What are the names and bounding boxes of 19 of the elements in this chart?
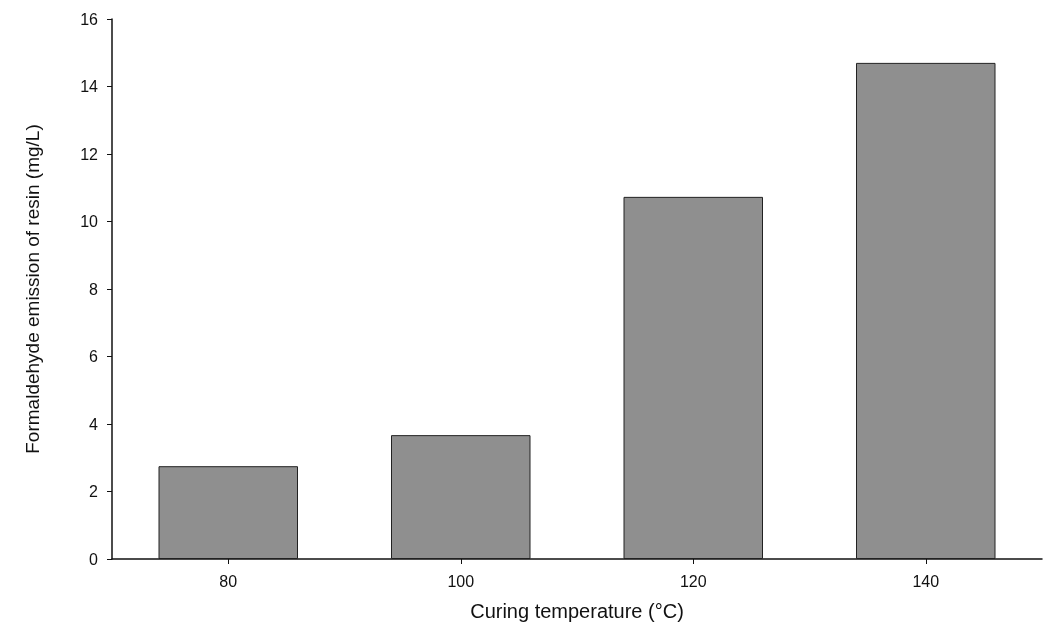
x-axis-title: Curing temperature (°C) [470,600,684,622]
x-tick-label: 80 [219,572,238,590]
bar [856,62,996,559]
y-tick-label: 8 [89,280,99,298]
y-tick-label: 12 [80,145,99,163]
y-tick-label: 6 [89,348,99,365]
x-tick-label: 120 [679,572,707,590]
bar [391,435,531,559]
y-tick-label: 2 [89,483,99,500]
bar [158,466,298,559]
y-tick-label: 16 [80,10,99,28]
x-tick-label: 100 [447,572,475,590]
y-tick-label: 10 [80,213,99,230]
y-tick-label: 14 [80,78,99,95]
y-axis-title: Formaldehyde emission of resin (mg/L) [22,124,43,454]
y-tick-label: 4 [89,415,99,433]
bar [623,196,763,559]
y-tick-label: 0 [89,550,99,568]
x-tick-label: 140 [912,572,940,590]
